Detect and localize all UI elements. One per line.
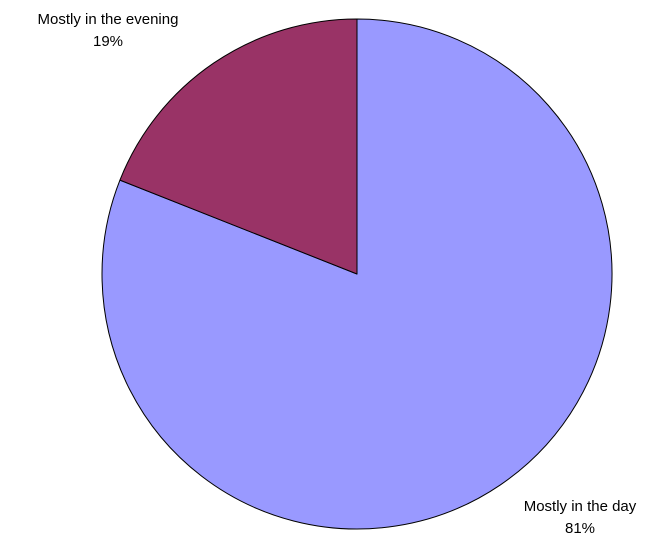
pie-slice-mostly-in-the-evening [119,18,358,275]
slice-label-evening: Mostly in the evening [38,11,179,28]
slice-label-day: Mostly in the day [524,498,637,515]
pie-slices [101,18,613,530]
slice-value-evening: 19% [93,33,123,50]
slice-value-day: 81% [565,520,595,537]
pie-labels: Mostly in the day 81% Mostly in the even… [38,11,637,537]
